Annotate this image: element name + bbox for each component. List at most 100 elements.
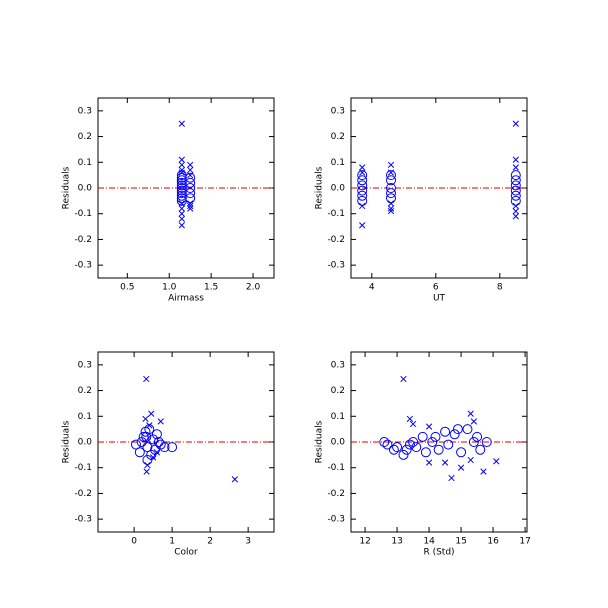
y-tick-label: -0.1 <box>327 209 345 219</box>
point-cross <box>387 169 395 176</box>
point-circle <box>153 437 164 447</box>
point-cross <box>148 410 155 417</box>
x-tick-label: 15 <box>455 537 466 547</box>
point-circle <box>357 190 368 201</box>
y-tick-label: -0.3 <box>74 515 92 525</box>
y-tick-label: -0.1 <box>327 463 345 473</box>
x-tick-label: 2 <box>207 537 213 547</box>
y-axis-label: Residuals <box>62 166 72 209</box>
point-circle <box>138 431 149 442</box>
point-cross <box>359 202 366 210</box>
point-circle <box>433 444 444 455</box>
x-axis-label: Airmass <box>168 294 204 304</box>
point-cross <box>387 161 395 169</box>
point-circle <box>185 188 196 199</box>
point-cross <box>143 375 150 383</box>
point-circle <box>398 449 409 460</box>
point-cross <box>187 205 194 212</box>
x-tick-label: 8 <box>497 283 503 293</box>
point-cross <box>359 222 366 229</box>
point-cross <box>178 222 185 229</box>
point-cross <box>448 474 455 482</box>
point-circle <box>449 429 460 440</box>
point-cross <box>178 215 185 223</box>
point-cross <box>493 458 500 465</box>
point-circle <box>357 180 368 191</box>
point-cross <box>512 207 519 215</box>
y-tick-label: 0.3 <box>331 360 345 370</box>
point-cross <box>142 415 149 423</box>
y-tick-label: 0.0 <box>78 438 93 448</box>
y-tick-label: -0.3 <box>74 261 92 271</box>
y-tick-label: 0.3 <box>78 106 92 116</box>
point-cross <box>400 375 407 383</box>
point-circle <box>427 437 438 447</box>
point-circle <box>510 190 521 201</box>
y-tick-label: -0.1 <box>74 463 92 473</box>
point-cross <box>409 420 417 428</box>
point-circle <box>420 447 431 458</box>
y-tick-label: 0.2 <box>331 386 345 396</box>
point-circle <box>510 175 521 186</box>
point-cross <box>425 459 433 466</box>
x-tick-label: 2.0 <box>246 283 261 293</box>
point-cross <box>387 207 395 215</box>
point-cross <box>467 456 474 464</box>
y-tick-label: -0.2 <box>74 235 92 245</box>
point-circle <box>392 442 403 453</box>
point-circle <box>159 442 170 453</box>
point-circle <box>388 444 399 455</box>
point-circle <box>176 177 187 188</box>
point-circle <box>185 172 196 183</box>
point-circle <box>472 431 483 442</box>
point-circle <box>357 170 368 181</box>
x-tick-label: 13 <box>391 537 402 547</box>
point-cross <box>470 418 478 425</box>
point-cross <box>146 422 153 429</box>
point-cross <box>187 166 194 174</box>
point-circle <box>151 429 162 440</box>
point-cross <box>187 202 194 210</box>
point-cross <box>512 164 519 171</box>
y-tick-label: 0.1 <box>78 158 92 168</box>
point-circle <box>481 437 492 447</box>
x-tick-label: 0 <box>131 537 137 547</box>
y-axis-label: Residuals <box>315 420 325 463</box>
point-cross <box>467 410 474 417</box>
y-axis-label: Residuals <box>62 420 72 463</box>
y-axis-label: Residuals <box>315 166 325 209</box>
y-tick-label: 0.2 <box>78 132 92 142</box>
point-circle <box>430 431 441 442</box>
y-tick-label: 0.0 <box>78 184 93 194</box>
point-cross <box>512 213 519 220</box>
point-cross <box>143 468 150 475</box>
point-cross <box>441 459 449 466</box>
point-cross <box>149 454 157 461</box>
point-circle <box>468 437 479 447</box>
y-tick-label: -0.1 <box>74 209 92 219</box>
point-circle <box>386 193 396 204</box>
point-circle <box>357 175 368 186</box>
point-circle <box>443 439 454 450</box>
point-cross <box>178 205 185 212</box>
point-circle <box>411 442 422 453</box>
point-circle <box>379 437 390 447</box>
y-tick-label: 0.1 <box>331 158 345 168</box>
point-cross <box>157 418 164 425</box>
point-circle <box>176 183 187 193</box>
y-tick-label: 0.1 <box>331 412 345 422</box>
point-circle <box>386 175 396 186</box>
x-tick-label: 1 <box>169 537 175 547</box>
point-circle <box>185 183 196 193</box>
point-circle <box>167 442 178 453</box>
point-cross <box>187 171 194 179</box>
point-circle <box>401 444 412 455</box>
point-cross <box>512 156 519 163</box>
point-circle <box>404 439 415 450</box>
point-cross <box>512 202 519 210</box>
point-cross <box>153 449 161 456</box>
point-cross <box>187 200 194 207</box>
x-tick-label: 3 <box>245 537 251 547</box>
point-cross <box>187 161 194 169</box>
y-tick-label: -0.3 <box>327 515 345 525</box>
